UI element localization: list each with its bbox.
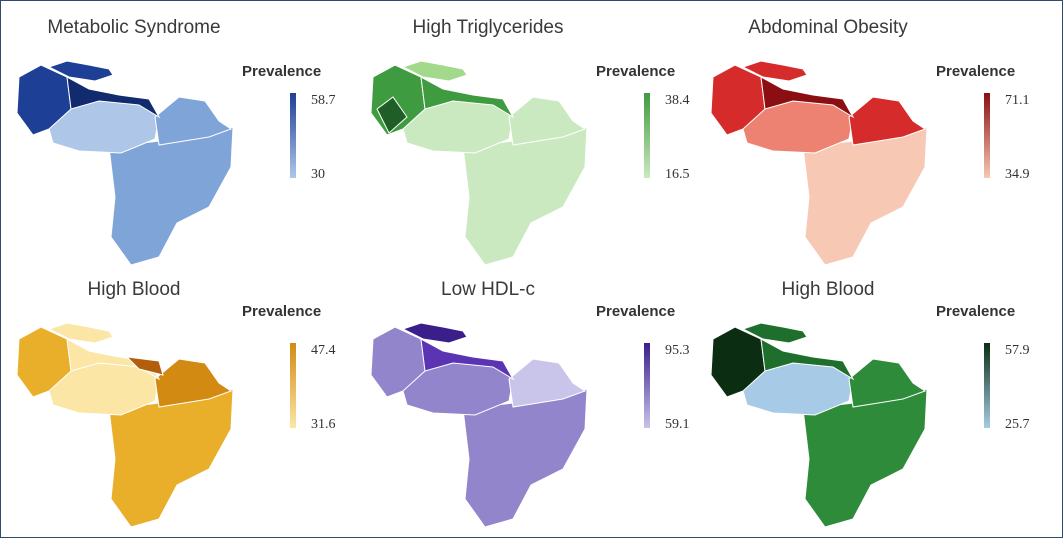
legend-max-value: 38.4 [665,93,690,108]
venezuela-map [710,322,928,528]
region-north [760,338,855,381]
panel-title: Metabolic Syndrome [47,17,221,38]
legend-max-value: 71.1 [1005,93,1030,108]
region-west-inner [376,96,408,134]
legend-max-value: 47.4 [311,343,336,358]
legend-color-bar [644,93,650,178]
legend-color-bar [644,343,650,428]
legend-min-value: 59.1 [665,417,690,432]
legend-title: Prevalence [242,303,322,320]
region-north [420,76,515,119]
region-peninsula [741,60,808,82]
panel-title: Low HDL-c [441,279,535,300]
panel-title: Abdominal Obesity [748,17,908,38]
region-west [16,64,72,136]
region-peninsula [401,322,468,344]
region-east [848,96,927,146]
legend-min-value: 25.7 [1005,417,1030,432]
legend-min-value: 34.9 [1005,167,1030,182]
panel-title: High Blood [87,279,181,300]
panel-high-triglycerides: High Triglycerides Prevalence 38.4 16.5 [363,17,713,281]
region-north [66,338,161,381]
legend-color-bar [984,93,990,178]
region-peninsula [47,322,114,344]
panel-title: High Triglycerides [412,17,564,38]
region-peninsula [401,60,468,82]
legend-max-value: 58.7 [311,93,336,108]
legend-min-value: 16.5 [665,167,690,182]
legend-color-bar [984,343,990,428]
venezuela-map [16,60,234,266]
region-east [508,358,587,408]
region-west [370,326,426,398]
venezuela-map [710,60,928,266]
panel-abdominal-obesity: Abdominal Obesity Prevalence 71.1 34.9 [703,17,1053,281]
panel-high-blood-1: High Blood Prevalence 47.4 31.6 [9,279,359,543]
legend-max-value: 95.3 [665,343,690,358]
legend-color-bar [290,93,296,178]
region-east [154,358,233,408]
region-east [154,96,233,146]
legend-color-bar [290,343,296,428]
legend-title: Prevalence [596,63,676,80]
panel-high-blood-2: High Blood Prevalence 57.9 25.7 [703,279,1053,543]
region-east [508,96,587,146]
panel-title: High Blood [781,279,875,300]
legend-min-value: 31.6 [311,417,336,432]
region-north [760,76,855,119]
region-peninsula [47,60,114,82]
panel-metabolic-syndrome: Metabolic Syndrome Prevalence 58.7 30 [9,17,359,281]
venezuela-map [370,322,588,528]
region-west [710,326,766,398]
legend-title: Prevalence [936,303,1016,320]
legend-title: Prevalence [596,303,676,320]
legend-min-value: 30 [311,167,325,182]
region-north [66,76,161,119]
region-east [848,358,927,408]
venezuela-map [16,322,234,528]
region-west [710,64,766,136]
region-north-dark [125,356,164,376]
panel-low-hdl-c: Low HDL-c Prevalence 95.3 59.1 [363,279,713,543]
region-peninsula [741,322,808,344]
region-north [420,338,515,381]
region-west [16,326,72,398]
venezuela-map [370,60,588,266]
legend-max-value: 57.9 [1005,343,1030,358]
legend-title: Prevalence [936,63,1016,80]
legend-title: Prevalence [242,63,322,80]
